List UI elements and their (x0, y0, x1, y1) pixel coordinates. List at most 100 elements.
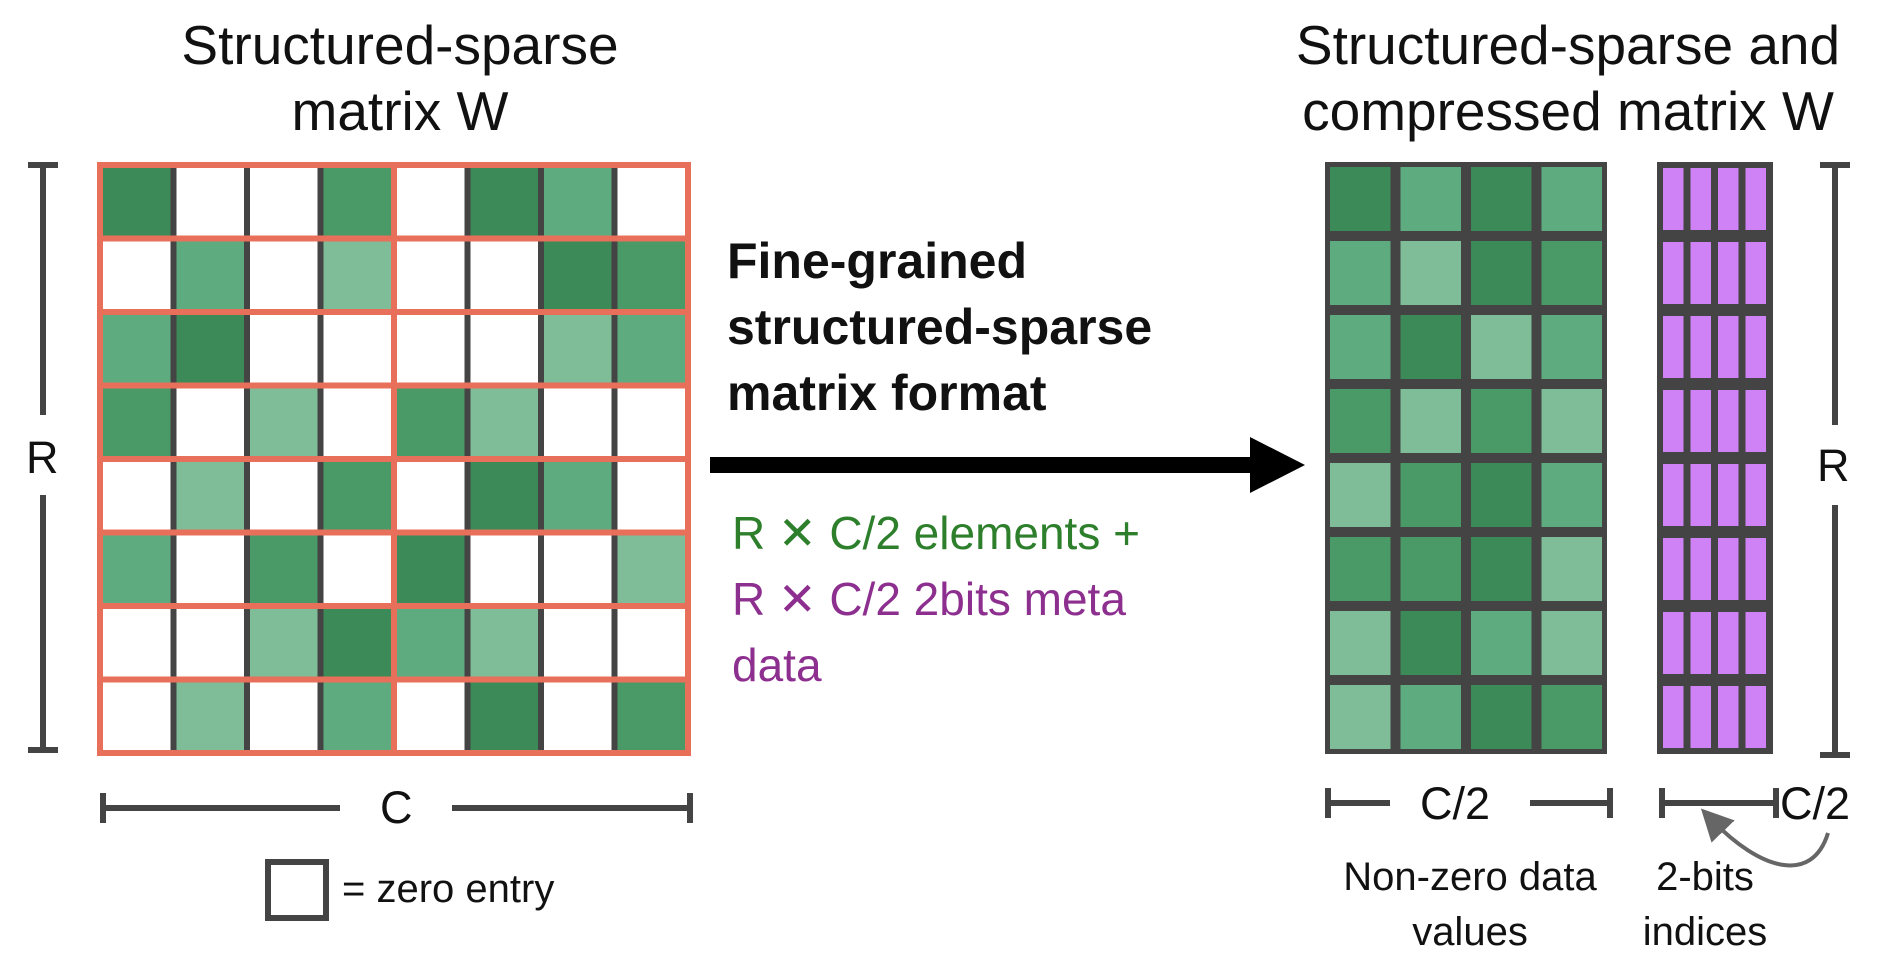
c2-label-index: C/2 (1780, 778, 1851, 829)
zero-cell (614, 165, 688, 239)
meta-cell (1690, 464, 1711, 526)
meta-cell (1745, 242, 1766, 304)
dense-data-matrix (1325, 162, 1607, 754)
meta-cell (1663, 168, 1684, 230)
data-cell (1471, 241, 1532, 305)
nonzero-cell (467, 459, 541, 533)
sparse-matrix (100, 165, 688, 753)
zero-cell (247, 459, 321, 533)
zero-cell (173, 165, 247, 239)
left-title: Structured-sparse matrix W (100, 12, 700, 144)
data-cell (1330, 611, 1391, 675)
meta-cell (1745, 390, 1766, 452)
data-cell (1471, 537, 1532, 601)
data-cell (1400, 315, 1461, 379)
nonzero-caption-line-1: Non-zero data (1343, 855, 1597, 899)
meta-cell (1718, 168, 1739, 230)
zero-cell (100, 238, 174, 312)
zero-cell (173, 532, 247, 606)
c2-bracket-index (1659, 788, 1779, 818)
data-cell (1400, 389, 1461, 453)
nonzero-cell (320, 238, 394, 312)
nonzero-cell (100, 312, 174, 386)
zero-entry-legend-box (265, 859, 329, 921)
r-label-left: R (26, 432, 59, 483)
format-heading: Fine-grained structured-sparse matrix fo… (727, 228, 1152, 426)
data-cell (1541, 241, 1602, 305)
nonzero-cell (541, 238, 615, 312)
elements-count-text: R ✕ C/2 elements + (732, 507, 1140, 559)
left-title-line-1: Structured-sparse (181, 14, 619, 76)
nonzero-cell (247, 532, 321, 606)
zero-cell (614, 606, 688, 680)
nonzero-caption: Non-zero data values (1300, 850, 1640, 960)
metadata-text-line-2: data (732, 639, 822, 691)
meta-cell (1690, 612, 1711, 674)
c-label: C (380, 782, 413, 833)
data-cell (1330, 315, 1391, 379)
meta-cell (1690, 686, 1711, 748)
meta-cell (1718, 316, 1739, 378)
data-cell (1400, 685, 1461, 749)
nonzero-cell (173, 238, 247, 312)
zero-cell (320, 385, 394, 459)
data-cell (1330, 389, 1391, 453)
meta-cell (1663, 612, 1684, 674)
meta-index-matrix (1657, 162, 1773, 754)
data-cell (1471, 611, 1532, 675)
meta-cell (1690, 390, 1711, 452)
zero-cell (394, 165, 468, 239)
nonzero-cell (173, 679, 247, 753)
zero-cell (100, 459, 174, 533)
meta-cell (1745, 612, 1766, 674)
r-bracket-right (1820, 162, 1850, 758)
data-cell (1541, 389, 1602, 453)
nonzero-cell (100, 165, 174, 239)
curved-pointer-arrow (1700, 808, 1830, 868)
nonzero-cell (614, 238, 688, 312)
data-cell (1541, 611, 1602, 675)
data-cell (1471, 685, 1532, 749)
data-cell (1471, 315, 1532, 379)
zero-cell (394, 238, 468, 312)
left-title-line-2: matrix W (291, 80, 509, 142)
meta-cell (1745, 168, 1766, 230)
zero-cell (394, 459, 468, 533)
nonzero-cell (173, 459, 247, 533)
meta-cell (1718, 686, 1739, 748)
meta-cell (1663, 390, 1684, 452)
main-arrow (710, 437, 1305, 493)
meta-cell (1663, 538, 1684, 600)
zero-cell (247, 679, 321, 753)
zero-cell (614, 385, 688, 459)
zero-cell (247, 238, 321, 312)
sparse-border (97, 162, 691, 756)
meta-cell (1690, 316, 1711, 378)
nonzero-cell (467, 165, 541, 239)
indices-caption-line-2: indices (1642, 910, 1768, 954)
zero-cell (541, 532, 615, 606)
right-title-line-2: compressed matrix W (1302, 80, 1834, 142)
nonzero-cell (320, 606, 394, 680)
metadata-text-line-1: R ✕ C/2 2bits meta (732, 573, 1126, 625)
data-cell (1471, 167, 1532, 231)
nonzero-cell (247, 606, 321, 680)
zero-cell (173, 385, 247, 459)
indices-caption-line-1: 2-bits (1656, 855, 1754, 899)
data-cell (1330, 685, 1391, 749)
zero-cell (320, 312, 394, 386)
nonzero-cell (394, 532, 468, 606)
zero-cell (541, 679, 615, 753)
nonzero-cell (320, 459, 394, 533)
data-cell (1330, 167, 1391, 231)
nonzero-caption-line-2: values (1412, 910, 1528, 954)
nonzero-cell (541, 312, 615, 386)
nonzero-cell (467, 679, 541, 753)
nonzero-cell (100, 532, 174, 606)
zero-cell (100, 606, 174, 680)
right-title-line-1: Structured-sparse and (1295, 14, 1841, 76)
format-heading-line-2: structured-sparse (727, 299, 1153, 355)
nonzero-cell (541, 165, 615, 239)
zero-cell (394, 312, 468, 386)
